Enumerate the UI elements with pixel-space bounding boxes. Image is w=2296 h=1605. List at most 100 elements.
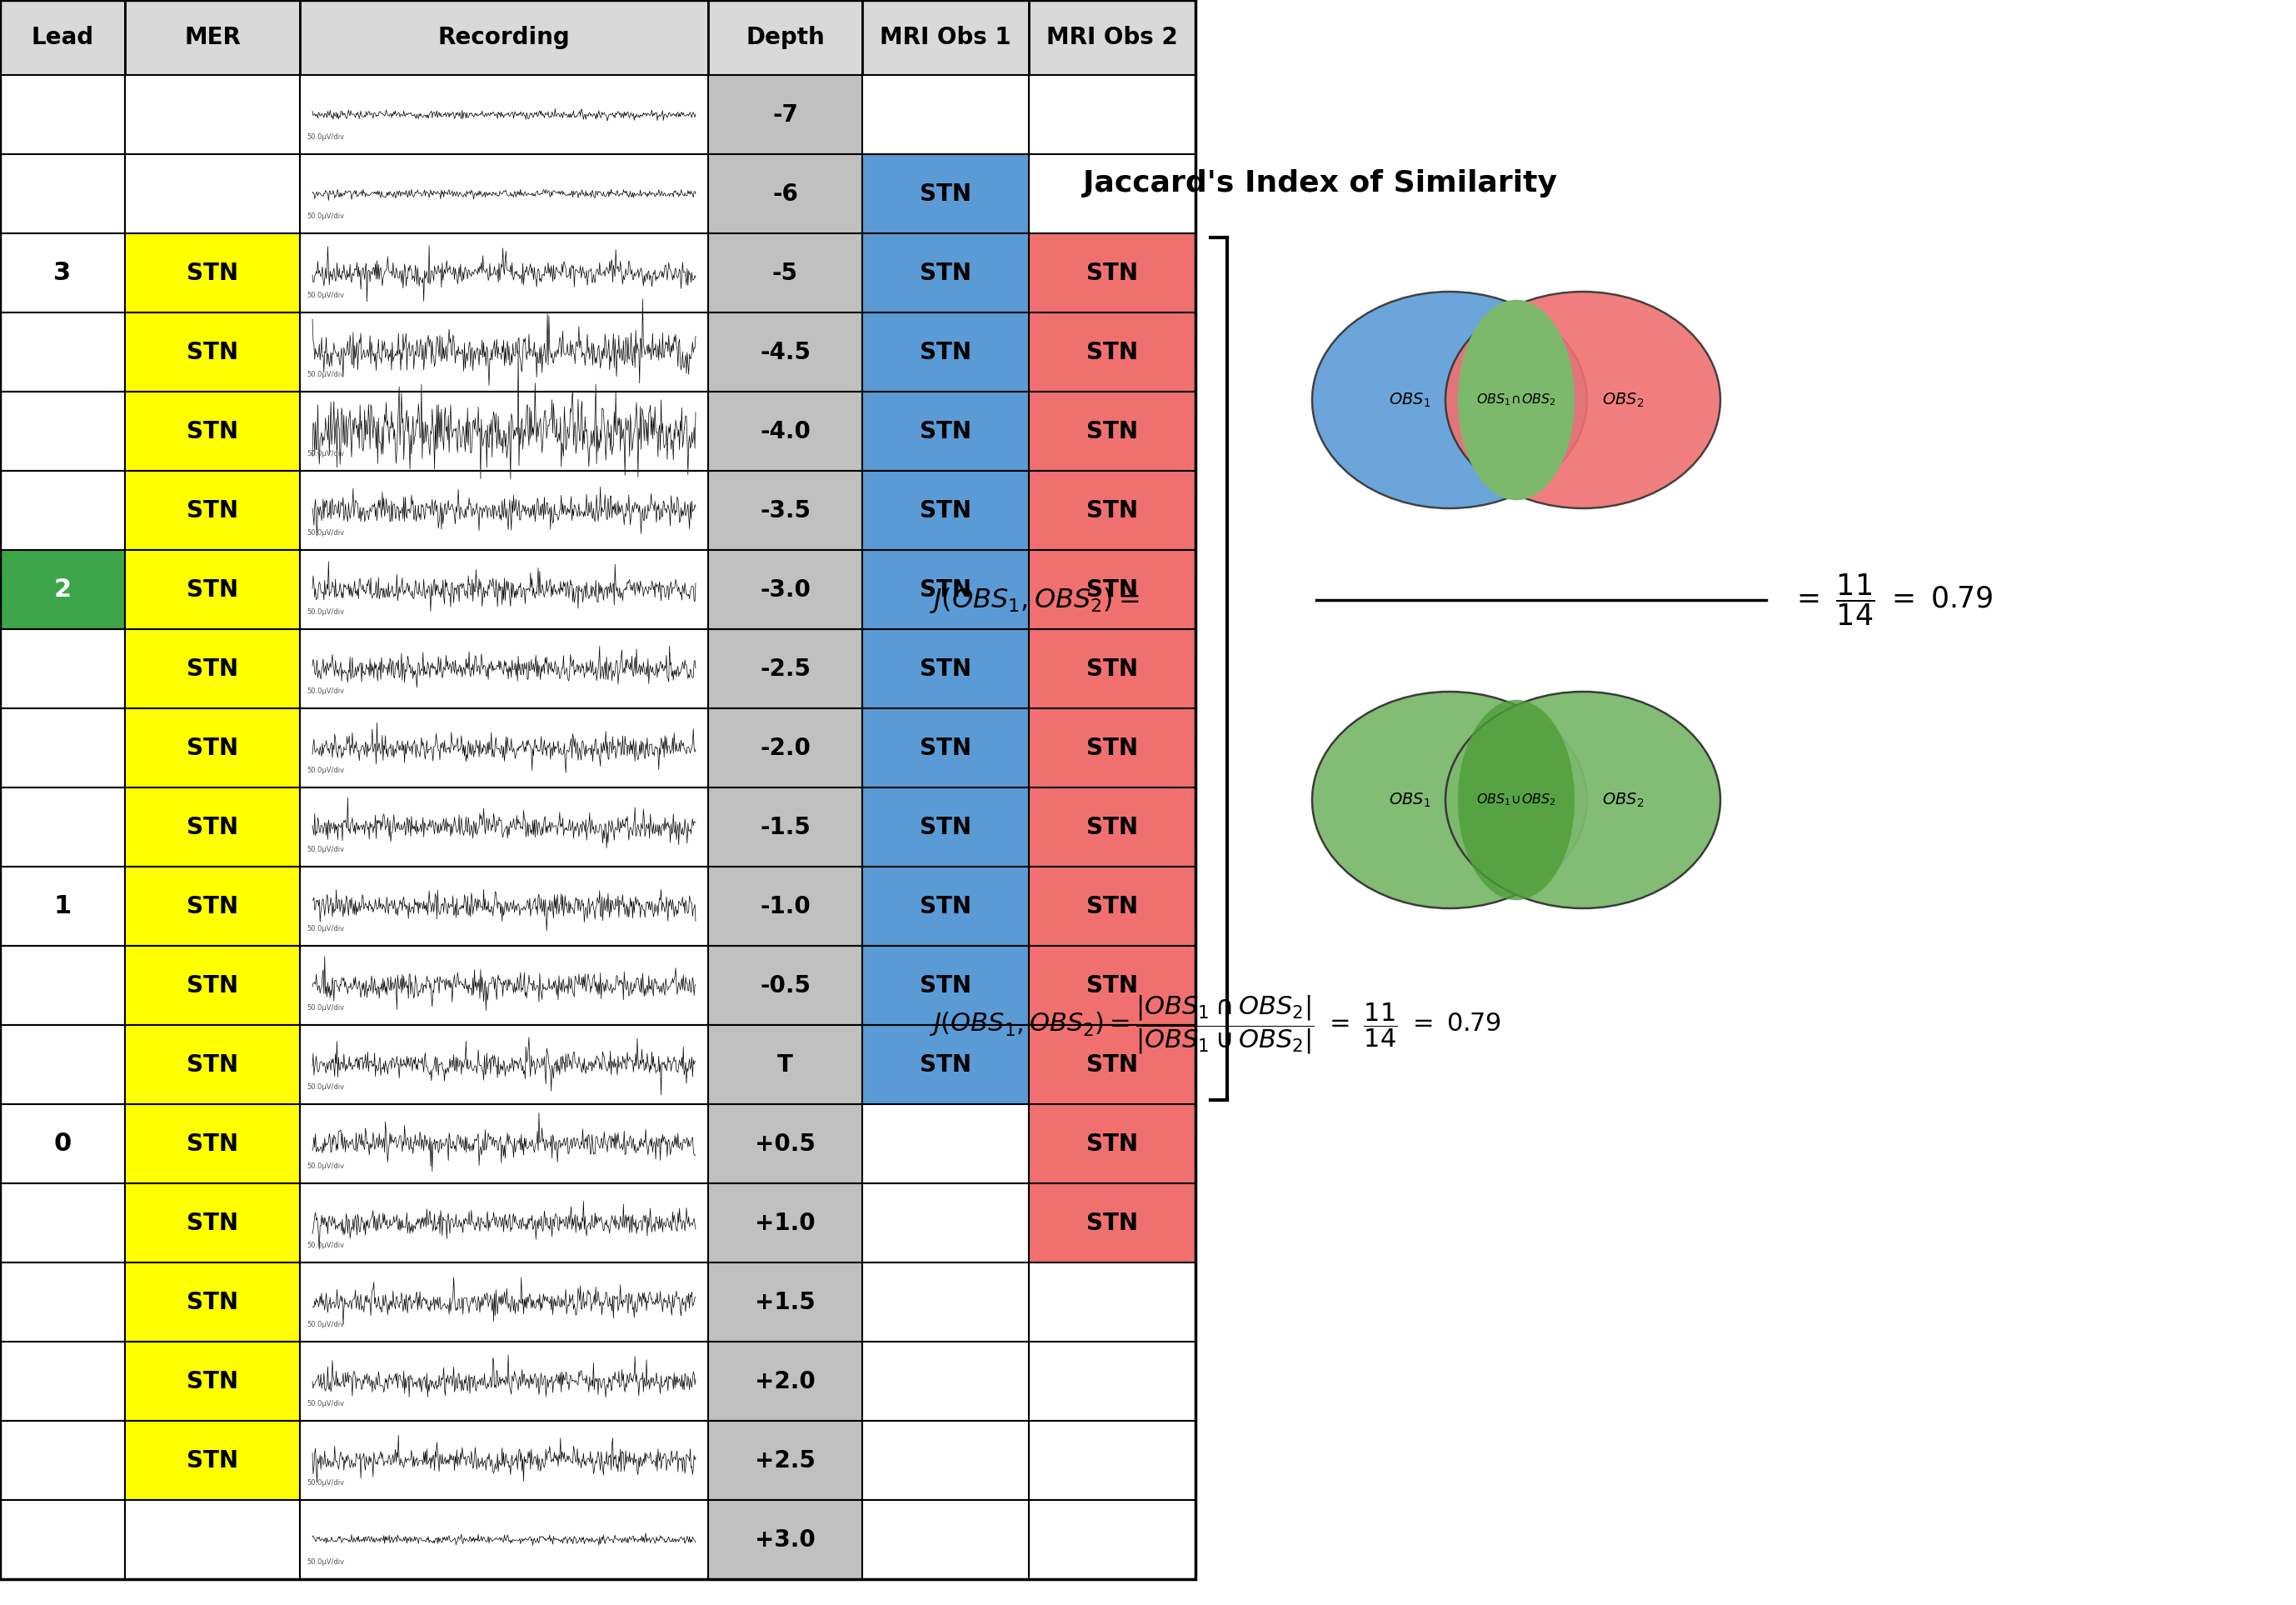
Bar (1029, 1501, 1196, 1579)
Bar (0, 1183, 124, 1263)
Bar (0, 551, 124, 629)
Bar (124, 788, 301, 867)
Text: 50.0μV/div: 50.0μV/div (308, 1083, 344, 1090)
Text: STN: STN (921, 578, 971, 602)
Bar (0, 945, 124, 1026)
Text: +3.0: +3.0 (755, 1528, 815, 1552)
Bar (124, 1342, 301, 1420)
Text: -1.5: -1.5 (760, 815, 810, 839)
Text: $OBS_1\!\cup\!OBS_2$: $OBS_1\!\cup\!OBS_2$ (1476, 793, 1557, 807)
Text: $OBS_1$: $OBS_1$ (1389, 392, 1430, 409)
Text: STN: STN (186, 1053, 239, 1077)
Bar (863, 1263, 1029, 1342)
Bar (124, 75, 301, 154)
Text: STN: STN (1086, 499, 1139, 522)
Text: Lead: Lead (32, 26, 94, 50)
Text: 1: 1 (53, 894, 71, 918)
Bar (0, 1104, 124, 1183)
Bar (1029, 629, 1196, 708)
Bar (301, 1501, 707, 1579)
Text: MER: MER (184, 26, 241, 50)
Bar (1029, 1263, 1196, 1342)
Bar (301, 1263, 707, 1342)
Bar (0, 470, 124, 551)
Bar (1029, 313, 1196, 392)
Bar (124, 1183, 301, 1263)
Text: 50.0μV/div: 50.0μV/div (308, 528, 344, 536)
Bar (707, 392, 863, 470)
Bar (0, 708, 124, 788)
Bar (124, 945, 301, 1026)
Bar (0, 1263, 124, 1342)
Bar (124, 470, 301, 551)
Text: -1.0: -1.0 (760, 894, 810, 918)
Text: MRI Obs 2: MRI Obs 2 (1047, 26, 1178, 50)
Bar (1029, 867, 1196, 945)
Bar (0, 629, 124, 708)
Bar (707, 1026, 863, 1104)
Text: STN: STN (921, 262, 971, 284)
Bar (707, 75, 863, 154)
Bar (0, 1026, 124, 1104)
Bar (863, 1501, 1029, 1579)
Text: STN: STN (921, 656, 971, 681)
Text: +2.0: +2.0 (755, 1369, 815, 1393)
Text: -7: -7 (771, 103, 799, 127)
Text: $J(OBS_1, OBS_2) =$: $J(OBS_1, OBS_2) =$ (930, 586, 1139, 615)
Bar (863, 0, 1029, 75)
Bar (301, 1342, 707, 1420)
Text: STN: STN (921, 894, 971, 918)
Bar (863, 470, 1029, 551)
Ellipse shape (1458, 700, 1575, 900)
Bar (301, 392, 707, 470)
Text: 50.0μV/div: 50.0μV/div (308, 1558, 344, 1565)
Bar (0, 1501, 124, 1579)
Bar (124, 1501, 301, 1579)
Ellipse shape (1458, 300, 1575, 501)
Bar (707, 945, 863, 1026)
Bar (707, 154, 863, 233)
Text: STN: STN (921, 499, 971, 522)
Bar (707, 1183, 863, 1263)
Ellipse shape (1446, 692, 1720, 908)
Text: STN: STN (921, 340, 971, 364)
Text: +2.5: +2.5 (755, 1449, 815, 1472)
Bar (124, 1026, 301, 1104)
Text: -5: -5 (771, 262, 799, 284)
Bar (301, 708, 707, 788)
Text: 0: 0 (53, 1132, 71, 1156)
Bar (863, 75, 1029, 154)
Bar (707, 313, 863, 392)
Text: STN: STN (1086, 419, 1139, 443)
Bar (0, 313, 124, 392)
Bar (863, 154, 1029, 233)
Bar (1029, 233, 1196, 313)
Text: STN: STN (186, 894, 239, 918)
Bar (0, 154, 124, 233)
Text: 50.0μV/div: 50.0μV/div (308, 1400, 344, 1408)
Text: STN: STN (921, 974, 971, 997)
Bar (707, 233, 863, 313)
Bar (124, 233, 301, 313)
Bar (301, 233, 707, 313)
Text: STN: STN (186, 656, 239, 681)
Text: -4.0: -4.0 (760, 419, 810, 443)
Bar (707, 788, 863, 867)
Bar (863, 1026, 1029, 1104)
Text: STN: STN (1086, 1132, 1139, 1156)
Bar (707, 1420, 863, 1501)
Text: STN: STN (186, 815, 239, 839)
Bar (1029, 1026, 1196, 1104)
Bar (707, 708, 863, 788)
Bar (863, 945, 1029, 1026)
Text: Recording: Recording (439, 26, 569, 50)
Bar (1029, 1420, 1196, 1501)
Text: STN: STN (1086, 262, 1139, 284)
Bar (1029, 470, 1196, 551)
Bar (301, 75, 707, 154)
Bar (301, 867, 707, 945)
Text: -3.0: -3.0 (760, 578, 810, 602)
Text: MRI Obs 1: MRI Obs 1 (879, 26, 1010, 50)
Text: -2.5: -2.5 (760, 656, 810, 681)
Bar (707, 1501, 863, 1579)
